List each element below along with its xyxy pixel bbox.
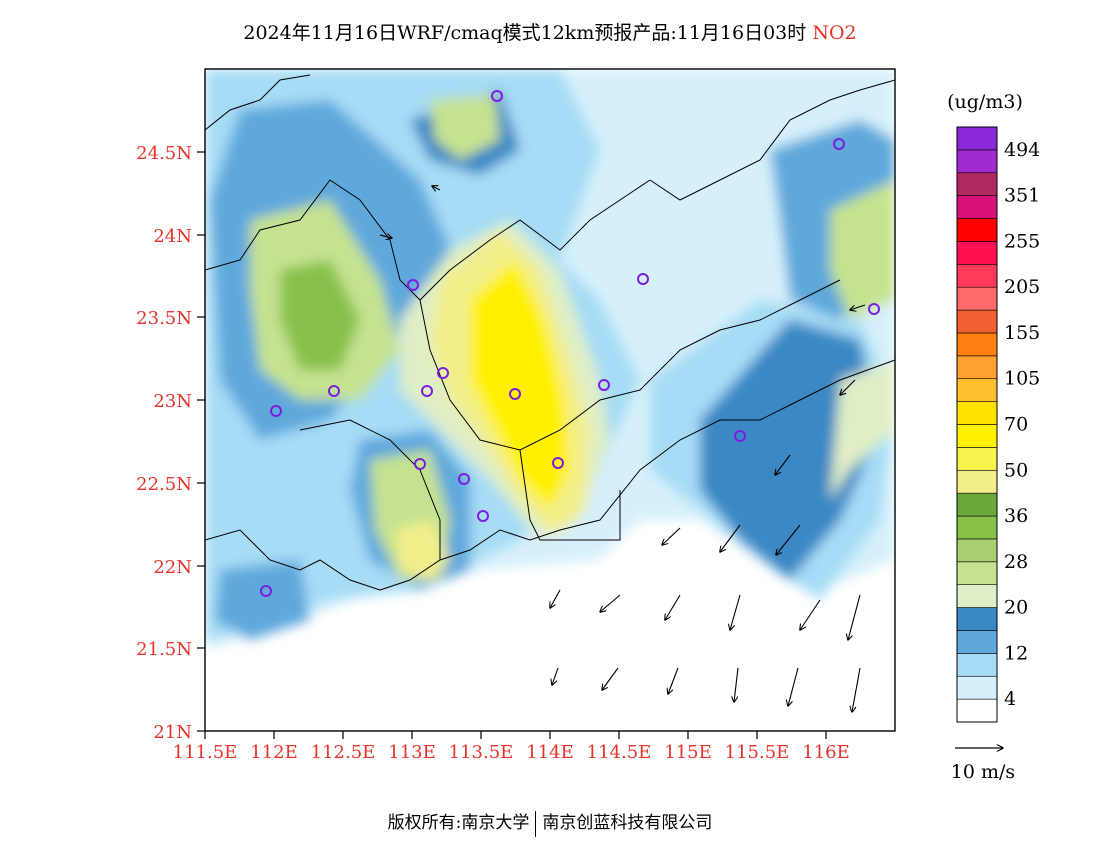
legend-swatch: [956, 469, 998, 494]
station-circle-icon: [260, 90, 880, 597]
y-tick-label: 23.5N: [136, 308, 192, 329]
y-tick-label: 22.5N: [136, 474, 192, 495]
legend-label: 155: [1004, 322, 1040, 344]
legend-swatch: [956, 149, 998, 174]
legend-swatch: [956, 630, 998, 654]
legend-swatch: [956, 286, 998, 311]
legend-swatch: [956, 492, 998, 517]
legend-swatch: [956, 218, 998, 242]
y-tick-label: 21.5N: [136, 639, 192, 660]
legend-swatch: [956, 264, 998, 288]
x-tick-label: 112.5E: [311, 742, 376, 763]
legend-swatch: [956, 561, 998, 585]
legend-swatch: [956, 172, 998, 196]
legend-swatch: [956, 538, 998, 563]
legend-swatch: [956, 424, 998, 448]
legend-label: 4: [1004, 688, 1016, 710]
legend-labels: 4 12 20 28 36 50 70 105 155 205 255 351 494: [1004, 139, 1040, 710]
legend-label: 70: [1004, 414, 1028, 436]
legend-label: 205: [1004, 276, 1040, 298]
map-title: 2024年11月16日WRF/cmaq模式12km预报产品:11月16日03时 …: [0, 18, 1100, 45]
y-tick-label: 22N: [153, 557, 192, 578]
legend-frame: [956, 126, 998, 723]
wind-arrow-icon: [379, 186, 866, 712]
x-axis-labels: 111.5E 112E 112.5E 113E 113.5E 114E 114.…: [173, 742, 850, 763]
species-label: NO2: [812, 22, 857, 44]
x-tick-label: 115.5E: [725, 742, 790, 763]
legend-swatch: [956, 126, 998, 151]
legend-swatch: [956, 355, 998, 380]
x-tick-label: 114E: [526, 742, 574, 763]
legend-label: 255: [1004, 230, 1040, 252]
legend-swatch: [956, 309, 998, 334]
copyright-left: 版权所有:南京大学: [387, 813, 530, 833]
legend-label: 351: [1004, 185, 1040, 207]
legend-swatch: [956, 653, 998, 677]
copyright-footer: 版权所有:南京大学 南京创蓝科技有限公司: [0, 808, 1100, 837]
legend-swatch: [956, 332, 998, 357]
x-tick-label: 111.5E: [173, 742, 238, 763]
reference-vector-label: 10 m/s: [951, 761, 1015, 783]
legend-unit: (ug/m3): [947, 91, 1023, 113]
legend-swatch: [956, 241, 998, 265]
copyright-right: 南京创蓝科技有限公司: [542, 813, 713, 833]
y-tick-label: 23N: [153, 391, 192, 412]
y-tick-label: 24N: [153, 226, 192, 247]
y-tick-label: 21N: [153, 722, 192, 743]
x-tick-label: 115E: [664, 742, 712, 763]
title-text: 2024年11月16日WRF/cmaq模式12km预报产品:11月16日03时: [243, 22, 807, 44]
legend-label: 494: [1004, 139, 1040, 161]
axis-ticks: [197, 151, 827, 739]
concentration-field: [205, 69, 895, 731]
legend-swatch: [956, 378, 998, 402]
legend-swatch: [956, 675, 998, 700]
legend-swatch: [956, 698, 998, 723]
x-tick-label: 112E: [250, 742, 298, 763]
legend-label: 20: [1004, 597, 1028, 619]
legend-label: 50: [1004, 459, 1028, 481]
legend-swatch: [956, 515, 998, 540]
x-tick-label: 114.5E: [587, 742, 652, 763]
y-tick-label: 24.5N: [136, 143, 192, 164]
legend-colorbar: [956, 126, 998, 723]
x-tick-label: 116E: [802, 742, 850, 763]
legend-label: 36: [1004, 505, 1028, 527]
legend-swatch: [956, 195, 998, 219]
legend-label: 105: [1004, 368, 1040, 390]
legend-swatch: [956, 401, 998, 425]
legend-label: 12: [1004, 642, 1028, 664]
legend: (ug/m3) 4122028365070105155205255351494 …: [947, 91, 1040, 783]
x-tick-label: 113E: [388, 742, 436, 763]
footer-divider: [535, 810, 537, 837]
y-axis-labels: 21N 21.5N 22N 22.5N 23N 23.5N 24N 24.5N: [136, 143, 192, 743]
x-tick-label: 113.5E: [449, 742, 514, 763]
legend-swatch: [956, 584, 998, 608]
legend-swatch: [956, 447, 998, 471]
legend-swatch: [956, 607, 998, 631]
legend-label: 28: [1004, 551, 1028, 573]
